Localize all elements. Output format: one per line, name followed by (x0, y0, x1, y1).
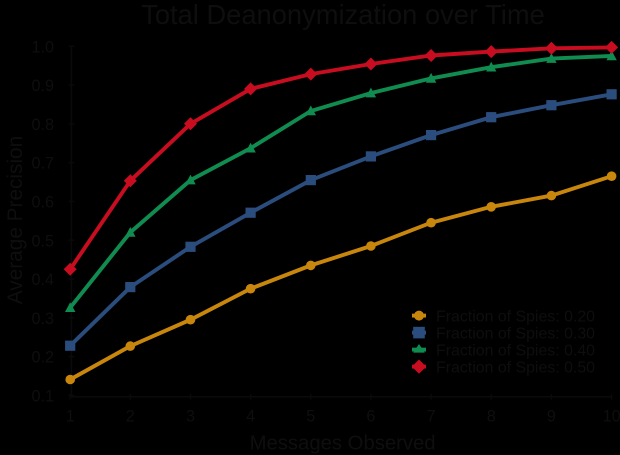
svg-text:0.1: 0.1 (31, 388, 54, 406)
svg-text:5: 5 (306, 408, 315, 426)
svg-text:10: 10 (603, 408, 620, 426)
svg-text:Fraction of Spies: 0.40: Fraction of Spies: 0.40 (436, 342, 595, 359)
svg-text:0.2: 0.2 (31, 349, 54, 367)
svg-text:6: 6 (366, 408, 375, 426)
svg-text:0.6: 0.6 (31, 194, 54, 212)
svg-text:Fraction of Spies: 0.50: Fraction of Spies: 0.50 (436, 359, 595, 376)
svg-text:3: 3 (186, 408, 195, 426)
svg-text:1: 1 (66, 408, 75, 426)
svg-text:Total Deanonymization over Tim: Total Deanonymization over Time (141, 0, 545, 30)
svg-text:Average Precision: Average Precision (4, 136, 27, 304)
svg-text:0.5: 0.5 (31, 232, 54, 250)
svg-text:0.8: 0.8 (31, 116, 54, 134)
svg-text:0.7: 0.7 (31, 155, 54, 173)
svg-text:0.3: 0.3 (31, 310, 54, 328)
svg-text:1.0: 1.0 (31, 38, 54, 56)
svg-text:0.9: 0.9 (31, 77, 54, 95)
svg-text:9: 9 (547, 408, 556, 426)
svg-text:7: 7 (427, 408, 436, 426)
svg-text:4: 4 (246, 408, 255, 426)
svg-text:Fraction of Spies: 0.20: Fraction of Spies: 0.20 (436, 308, 595, 325)
svg-text:Fraction of Spies: 0.30: Fraction of Spies: 0.30 (436, 325, 595, 342)
svg-text:0.4: 0.4 (31, 271, 54, 289)
svg-text:2: 2 (126, 408, 135, 426)
svg-text:8: 8 (487, 408, 496, 426)
svg-text:Messages Observed: Messages Observed (250, 433, 436, 455)
